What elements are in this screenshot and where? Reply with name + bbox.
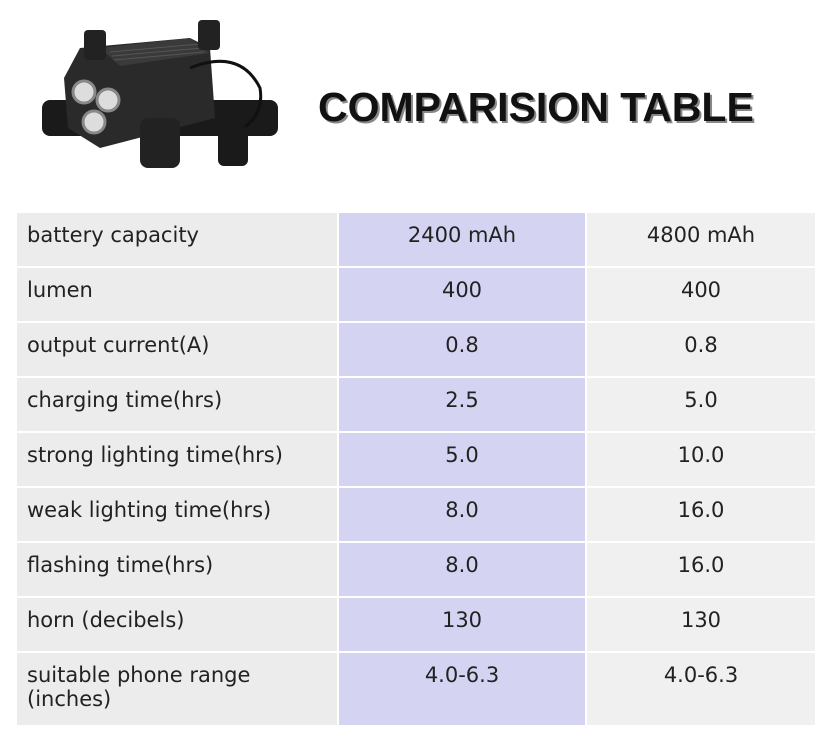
clip-right bbox=[198, 20, 220, 50]
row-label: weak lighting time(hrs) bbox=[27, 498, 272, 522]
row-label: battery capacity bbox=[27, 223, 199, 247]
row-label-cell: lumen bbox=[15, 266, 339, 323]
table-row: lumen 400 400 bbox=[15, 266, 817, 323]
row-label: horn (decibels) bbox=[27, 608, 185, 632]
table-row: battery capacity 2400 mAh 4800 mAh bbox=[15, 211, 817, 268]
row-label-cell: flashing time(hrs) bbox=[15, 541, 339, 598]
cable bbox=[189, 59, 263, 135]
led bbox=[81, 109, 107, 135]
row-label: lumen bbox=[27, 278, 93, 302]
led bbox=[71, 79, 97, 105]
row-label: strong lighting time(hrs) bbox=[27, 443, 283, 467]
cell-value: 16.0 bbox=[677, 553, 725, 577]
value-cell: 0.8 bbox=[585, 321, 817, 378]
value-cell: 2.5 bbox=[337, 376, 587, 433]
row-label-cell: charging time(hrs) bbox=[15, 376, 339, 433]
value-cell: 5.0 bbox=[585, 376, 817, 433]
row-label-cell: horn (decibels) bbox=[15, 596, 339, 653]
row-label-cell: strong lighting time(hrs) bbox=[15, 431, 339, 488]
cell-value: 8.0 bbox=[445, 498, 479, 522]
value-cell: 130 bbox=[337, 596, 587, 653]
cell-value: 4.0-6.3 bbox=[424, 663, 500, 687]
cell-value: 0.8 bbox=[445, 333, 479, 357]
cell-value: 4.0-6.3 bbox=[663, 663, 739, 687]
row-label-cell: output current(A) bbox=[15, 321, 339, 378]
led bbox=[95, 87, 121, 113]
cell-value: 400 bbox=[680, 278, 722, 302]
mount bbox=[140, 118, 180, 168]
value-cell: 8.0 bbox=[337, 541, 587, 598]
cell-value: 2.5 bbox=[445, 388, 479, 412]
cell-value: 5.0 bbox=[684, 388, 718, 412]
cell-value: 10.0 bbox=[677, 443, 725, 467]
row-label-cell: suitable phone range (inches) bbox=[15, 651, 339, 727]
row-label-cell: weak lighting time(hrs) bbox=[15, 486, 339, 543]
cell-value: 5.0 bbox=[445, 443, 479, 467]
value-cell: 5.0 bbox=[337, 431, 587, 488]
comparison-table: battery capacity 2400 mAh 4800 mAh lumen 400… bbox=[15, 211, 817, 727]
cell-value: 0.8 bbox=[684, 333, 718, 357]
value-cell: 4.0-6.3 bbox=[585, 651, 817, 727]
value-cell: 130 bbox=[585, 596, 817, 653]
table-row: weak lighting time(hrs) 8.0 16.0 bbox=[15, 486, 817, 543]
cell-value: 8.0 bbox=[445, 553, 479, 577]
value-cell: 16.0 bbox=[585, 486, 817, 543]
value-cell: 400 bbox=[585, 266, 817, 323]
table-row: horn (decibels) 130 130 bbox=[15, 596, 817, 653]
table-row: charging time(hrs) 2.5 5.0 bbox=[15, 376, 817, 433]
table-body: battery capacity 2400 mAh 4800 mAh lumen 400… bbox=[15, 211, 817, 727]
table-row: suitable phone range (inches) 4.0-6.3 4.0-… bbox=[15, 651, 817, 727]
row-label-cell: battery capacity bbox=[15, 211, 339, 268]
table-row: output current(A) 0.8 0.8 bbox=[15, 321, 817, 378]
value-cell: 10.0 bbox=[585, 431, 817, 488]
value-cell: 16.0 bbox=[585, 541, 817, 598]
value-cell: 2400 mAh bbox=[337, 211, 587, 268]
clip-left bbox=[84, 30, 106, 60]
cell-value: 400 bbox=[441, 278, 483, 302]
cell-value: 4800 mAh bbox=[646, 223, 756, 247]
table-row: flashing time(hrs) 8.0 16.0 bbox=[15, 541, 817, 598]
horn-button bbox=[218, 126, 248, 166]
cell-value: 2400 mAh bbox=[407, 223, 517, 247]
product-image bbox=[42, 20, 278, 168]
value-cell: 4.0-6.3 bbox=[337, 651, 587, 727]
cell-value: 130 bbox=[680, 608, 722, 632]
cell-value: 16.0 bbox=[677, 498, 725, 522]
title: COMPARISION TABLE bbox=[318, 84, 754, 130]
row-label: flashing time(hrs) bbox=[27, 553, 214, 577]
cell-value: 130 bbox=[441, 608, 483, 632]
value-cell: 0.8 bbox=[337, 321, 587, 378]
value-cell: 400 bbox=[337, 266, 587, 323]
table-row: strong lighting time(hrs) 5.0 10.0 bbox=[15, 431, 817, 488]
row-label: output current(A) bbox=[27, 333, 210, 357]
value-cell: 8.0 bbox=[337, 486, 587, 543]
holder-grid bbox=[109, 43, 205, 61]
row-label: charging time(hrs) bbox=[27, 388, 223, 412]
row-label: suitable phone range (inches) bbox=[27, 663, 251, 711]
value-cell: 4800 mAh bbox=[585, 211, 817, 268]
